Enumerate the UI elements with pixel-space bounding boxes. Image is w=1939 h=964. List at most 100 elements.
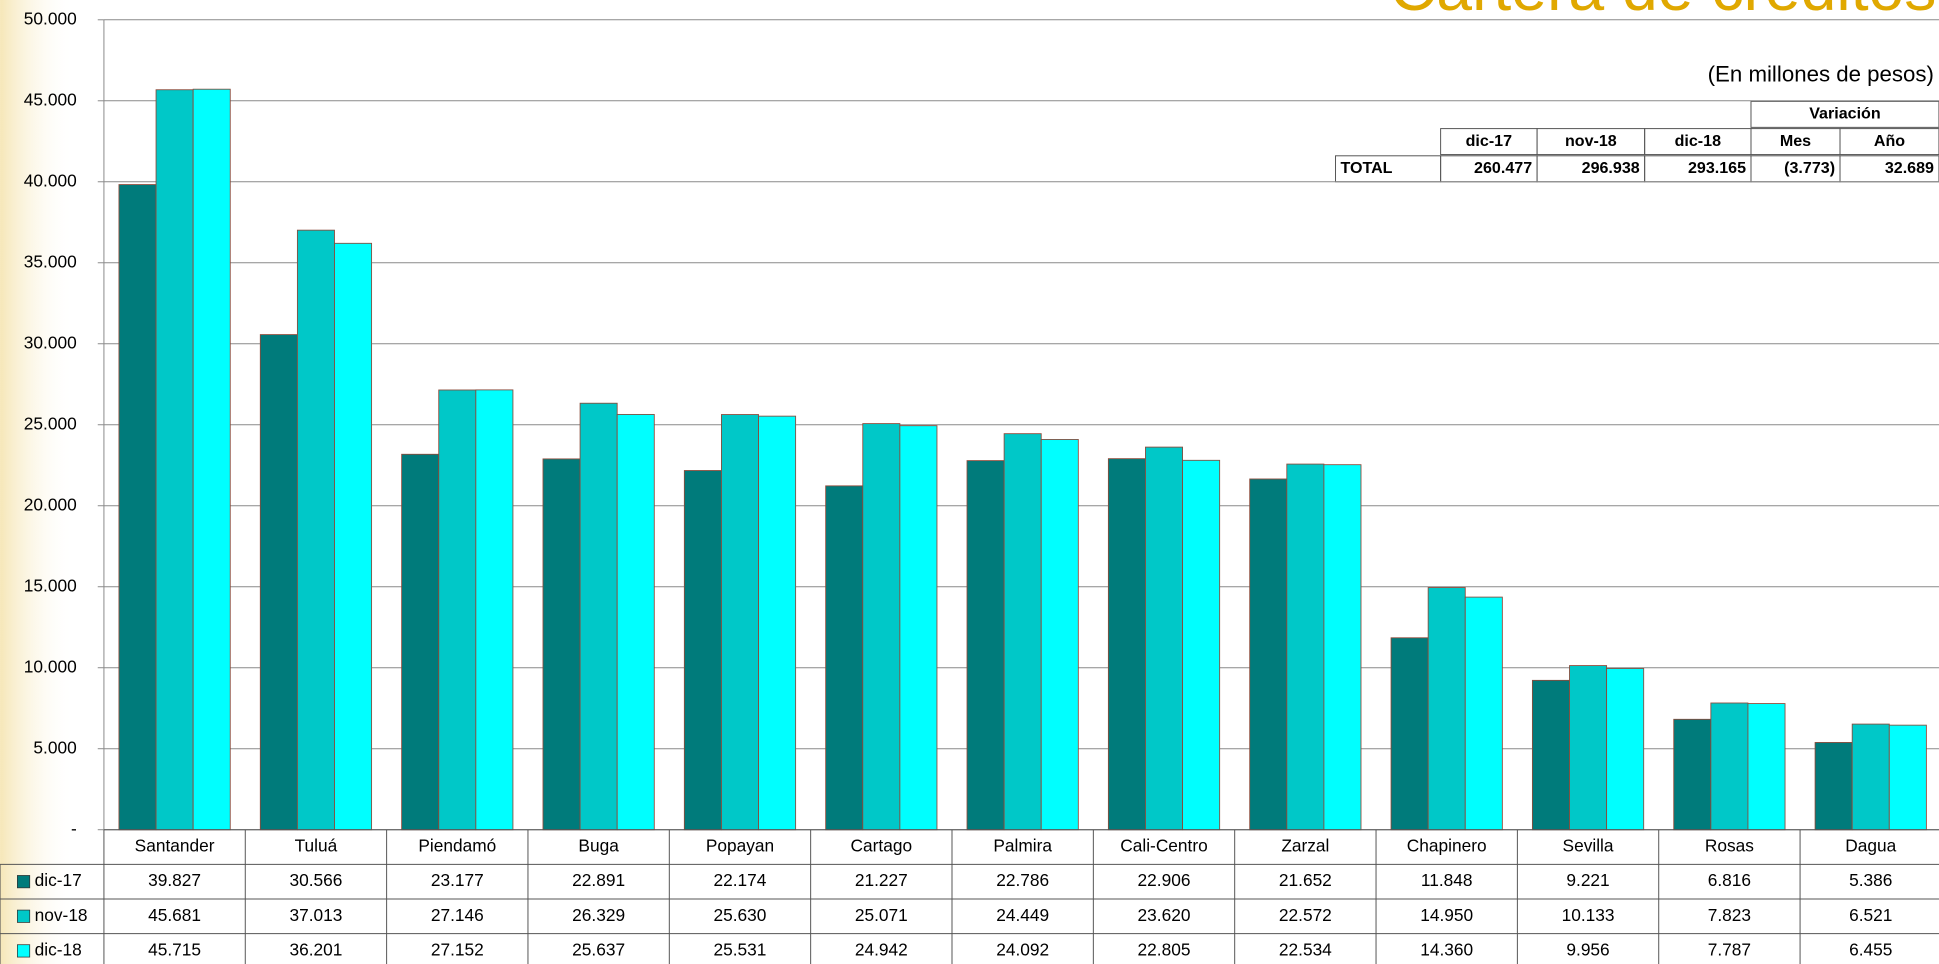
x-tick-label: Sevilla: [1563, 836, 1614, 856]
bar: [542, 458, 581, 831]
data-table-value: 22.891: [572, 870, 625, 890]
bar: [1673, 718, 1712, 831]
bar: [1569, 665, 1608, 831]
background-edge: [0, 0, 75, 964]
bar: [1888, 724, 1927, 831]
y-tick-label: 10.000: [24, 656, 77, 676]
legend-label: dic-18: [35, 939, 82, 959]
x-tick-label: Rosas: [1705, 836, 1754, 856]
cell-value: 32.689: [1885, 159, 1934, 177]
bar: [1182, 459, 1221, 831]
legend-label: dic-17: [35, 870, 82, 890]
header: nov-18: [1565, 132, 1617, 150]
x-tick-label: Dagua: [1845, 836, 1896, 856]
y-tick-label: 25.000: [24, 413, 77, 433]
cell-value: (3.773): [1784, 159, 1835, 177]
bar: [862, 423, 901, 831]
bar: [192, 88, 231, 831]
x-tick-label: Cartago: [851, 836, 913, 856]
data-table-value: 25.630: [714, 905, 767, 925]
bar: [118, 184, 157, 831]
bar: [1710, 702, 1749, 831]
bar: [616, 413, 655, 831]
y-tick-label: 30.000: [24, 332, 77, 352]
bar: [475, 389, 514, 831]
header: dic-17: [1466, 132, 1512, 150]
data-table-value: 24.092: [996, 939, 1049, 959]
legend-swatch: [16, 875, 31, 889]
x-tick-label: Popayan: [706, 836, 774, 856]
summary-table: Variación TOTAL dic-17 260.477 nov-18 296.93…: [1335, 100, 1939, 183]
bar: [259, 334, 298, 831]
data-table-value: 11.848: [1421, 870, 1473, 890]
bar: [1747, 703, 1786, 831]
bar: [1851, 723, 1890, 831]
legend-swatch: [16, 944, 31, 958]
bar: [296, 229, 335, 831]
group-header: Variación: [1809, 105, 1880, 123]
bar: [1814, 742, 1853, 831]
bar: [1606, 668, 1645, 831]
data-table-value: 22.786: [996, 870, 1049, 890]
data-table-value: 21.227: [855, 870, 908, 890]
data-table-value: 7.787: [1708, 939, 1751, 959]
data-table-value: 9.221: [1566, 870, 1609, 890]
bar: [1286, 463, 1325, 831]
bar: [825, 485, 864, 831]
legend-swatch: [16, 909, 31, 923]
row-label: TOTAL: [1340, 159, 1392, 177]
x-tick-label: Chapinero: [1407, 836, 1487, 856]
data-table-value: 5.386: [1849, 870, 1892, 890]
x-tick-label: Piendamó: [418, 836, 496, 856]
x-tick-label: Palmira: [993, 836, 1052, 856]
data-table-value: 6.816: [1708, 870, 1751, 890]
chart-subtitle: (En millones de pesos): [1708, 61, 1934, 86]
data-table-value: 24.942: [855, 939, 908, 959]
bar: [1249, 478, 1288, 831]
bar: [966, 460, 1005, 831]
header: Mes: [1780, 132, 1811, 150]
legend-label: nov-18: [35, 905, 88, 925]
data-table-value: 37.013: [289, 905, 342, 925]
bar: [1323, 464, 1362, 831]
bar: [1531, 679, 1570, 831]
y-tick-label: 15.000: [24, 575, 77, 595]
data-table-value: 22.534: [1279, 939, 1332, 959]
data-table-value: 45.681: [148, 905, 201, 925]
chart-title: Cartera de créditos: [1390, 0, 1937, 24]
data-table-value: 22.572: [1279, 905, 1332, 925]
x-tick-label: Santander: [135, 836, 215, 856]
data-table-value: 24.449: [996, 905, 1049, 925]
data-table-value: 23.177: [431, 870, 484, 890]
data-table-value: 25.531: [714, 939, 767, 959]
bar: [720, 414, 759, 831]
cell-value: 293.165: [1688, 159, 1746, 177]
data-table-value: 30.566: [289, 870, 342, 890]
bar: [683, 470, 722, 831]
data-table-value: 23.620: [1138, 905, 1191, 925]
data-table-value: 36.201: [289, 939, 342, 959]
data-table-value: 6.455: [1849, 939, 1892, 959]
y-tick-label: -: [71, 818, 77, 838]
x-tick-label: Cali-Centro: [1120, 836, 1207, 856]
bar: [401, 453, 440, 831]
data-table-value: 22.906: [1138, 870, 1191, 890]
y-tick-label: 45.000: [24, 89, 77, 109]
data-table-value: 22.174: [714, 870, 767, 890]
bar: [579, 402, 618, 831]
data-table-value: 25.071: [855, 905, 908, 925]
data-table-value: 39.827: [148, 870, 201, 890]
data-table-value: 25.637: [572, 939, 625, 959]
bar: [758, 415, 797, 831]
bar: [334, 242, 373, 831]
header: dic-18: [1675, 132, 1721, 150]
y-tick-label: 5.000: [33, 737, 76, 757]
data-table-value: 10.133: [1562, 905, 1615, 925]
data-table-value: 22.805: [1138, 939, 1191, 959]
bar: [1427, 587, 1466, 831]
data-table-value: 21.652: [1279, 870, 1332, 890]
y-tick-label: 50.000: [24, 8, 77, 28]
x-tick-label: Tuluá: [295, 836, 338, 856]
